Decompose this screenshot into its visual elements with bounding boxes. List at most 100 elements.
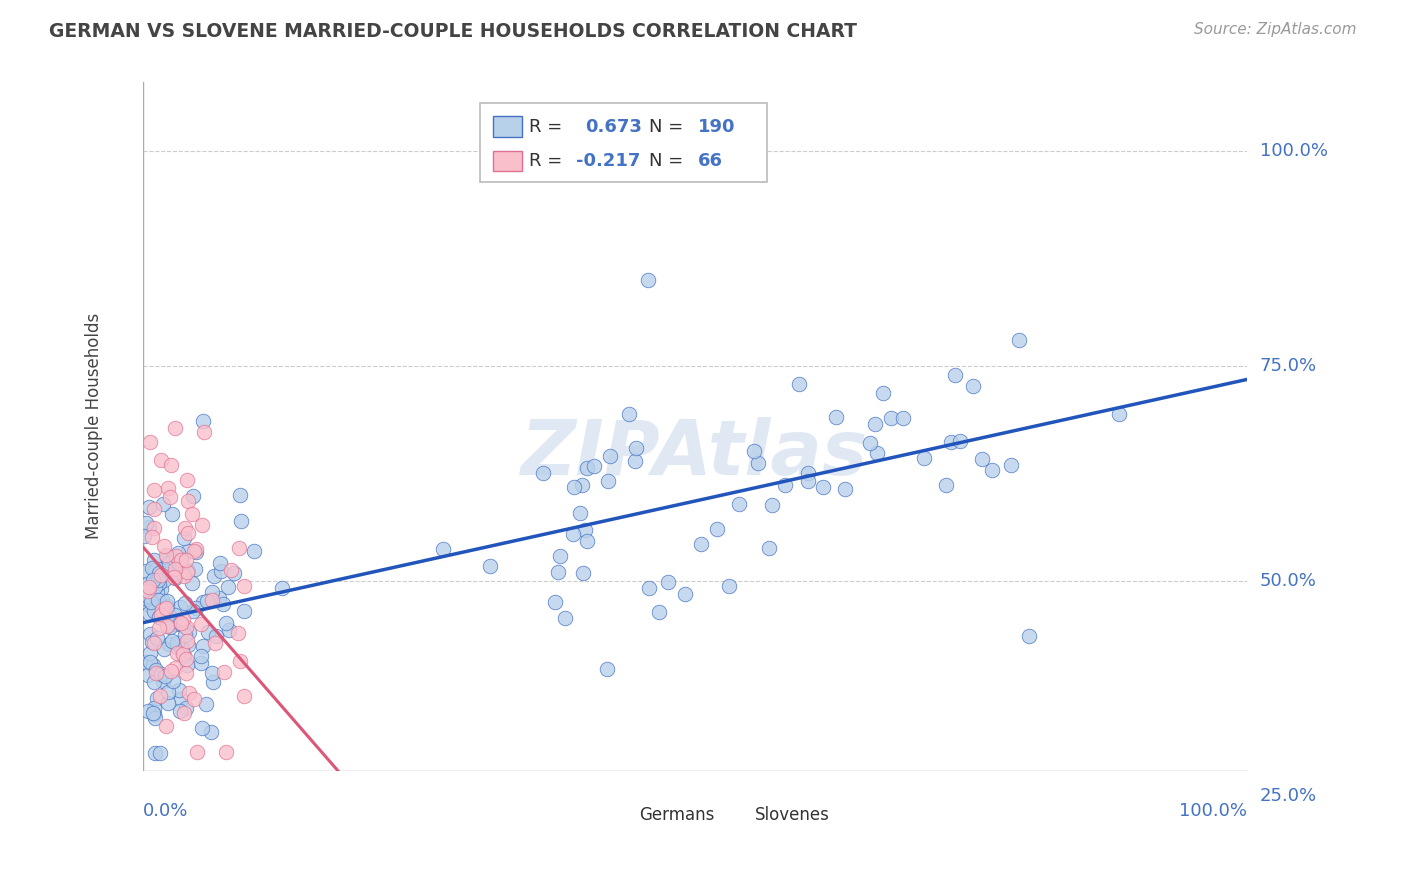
Point — [596, 475, 619, 489]
Point — [153, 574, 176, 588]
Point — [859, 435, 882, 450]
Point — [176, 473, 198, 487]
Point — [145, 663, 167, 677]
Point — [184, 601, 207, 615]
Point — [165, 661, 187, 675]
Point — [165, 571, 187, 585]
Point — [271, 581, 294, 595]
Point — [142, 502, 165, 516]
Point — [135, 565, 157, 579]
Point — [139, 655, 162, 669]
Point — [156, 599, 179, 613]
FancyBboxPatch shape — [607, 807, 633, 822]
Point — [183, 692, 205, 706]
Text: N =: N = — [648, 153, 683, 170]
Point — [172, 617, 194, 632]
Text: R =: R = — [530, 153, 562, 170]
Point — [217, 580, 239, 594]
FancyBboxPatch shape — [494, 116, 522, 137]
Point — [150, 453, 173, 467]
Point — [153, 669, 176, 683]
Point — [181, 489, 204, 503]
Point — [866, 446, 889, 460]
Point — [174, 628, 197, 642]
Point — [143, 575, 166, 590]
Point — [174, 620, 197, 634]
Point — [138, 500, 160, 514]
Point — [179, 624, 201, 639]
Point — [773, 477, 796, 491]
Point — [174, 701, 197, 715]
Point — [170, 551, 193, 566]
Point — [207, 591, 229, 605]
Point — [146, 593, 169, 607]
Point — [191, 640, 214, 654]
Point — [1018, 629, 1040, 643]
Text: 25.0%: 25.0% — [1260, 788, 1317, 805]
Text: ZIPAtlas: ZIPAtlas — [522, 417, 869, 491]
Point — [219, 562, 242, 576]
Point — [981, 462, 1004, 476]
Point — [243, 544, 266, 558]
Point — [626, 441, 648, 455]
Point — [531, 467, 554, 481]
Point — [176, 658, 198, 673]
Text: 66: 66 — [699, 153, 723, 170]
Point — [149, 747, 172, 761]
Point — [170, 642, 193, 657]
Point — [138, 589, 160, 603]
Point — [811, 480, 834, 494]
Point — [138, 607, 160, 621]
Point — [939, 434, 962, 449]
Point — [174, 666, 197, 681]
Point — [727, 496, 749, 510]
Point — [157, 697, 180, 711]
Point — [233, 689, 256, 703]
Point — [742, 443, 765, 458]
Point — [184, 562, 207, 576]
Point — [134, 591, 156, 606]
Point — [176, 493, 198, 508]
Point — [150, 568, 173, 582]
Point — [145, 591, 167, 605]
Point — [186, 746, 208, 760]
Text: N =: N = — [648, 118, 683, 136]
Point — [138, 580, 160, 594]
Point — [138, 599, 160, 613]
Point — [191, 721, 214, 735]
Point — [758, 541, 780, 555]
Point — [571, 478, 593, 492]
Point — [576, 460, 599, 475]
Point — [165, 549, 187, 564]
Point — [165, 562, 187, 576]
Point — [143, 580, 166, 594]
Point — [162, 634, 184, 648]
Point — [547, 565, 569, 579]
Point — [177, 685, 200, 699]
Point — [222, 566, 245, 580]
Point — [214, 665, 236, 679]
Point — [172, 647, 194, 661]
Point — [142, 701, 165, 715]
Point — [191, 518, 214, 533]
Point — [761, 499, 783, 513]
Point — [177, 564, 200, 578]
Point — [943, 368, 966, 382]
Point — [162, 673, 184, 688]
Point — [142, 675, 165, 690]
Point — [169, 600, 191, 615]
Point — [215, 615, 238, 630]
Point — [232, 604, 254, 618]
Point — [195, 697, 218, 711]
Point — [891, 411, 914, 425]
Point — [872, 386, 894, 401]
Text: Source: ZipAtlas.com: Source: ZipAtlas.com — [1194, 22, 1357, 37]
Point — [157, 685, 180, 699]
Point — [134, 655, 156, 669]
Point — [156, 594, 179, 608]
Point — [173, 531, 195, 545]
Point — [637, 581, 659, 595]
Point — [145, 691, 167, 706]
Point — [146, 632, 169, 646]
Point — [574, 523, 596, 537]
